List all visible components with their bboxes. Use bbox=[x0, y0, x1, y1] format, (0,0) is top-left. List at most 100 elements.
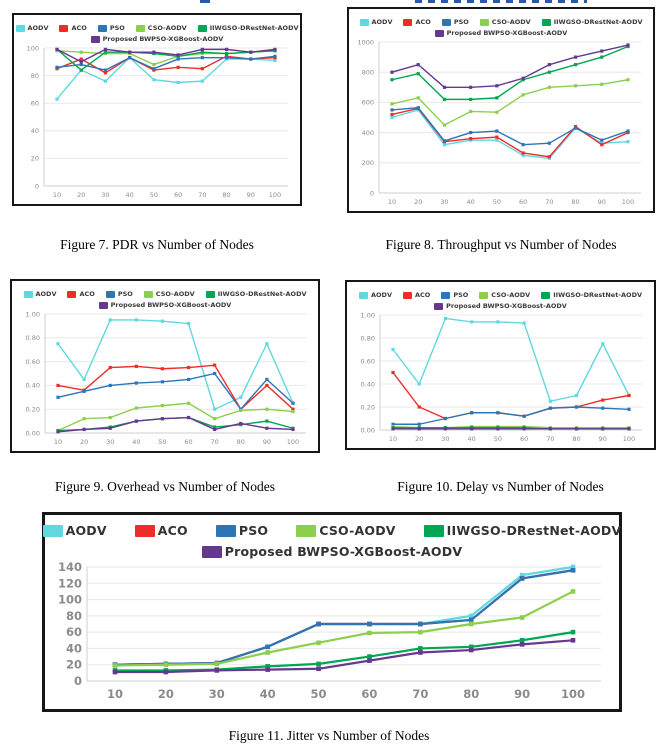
legend-swatch-icon bbox=[134, 524, 155, 537]
line-aodv bbox=[391, 109, 629, 159]
y-tick-label: 0 bbox=[35, 182, 39, 190]
marker-proposed-bwpso-xgboost-aodv bbox=[291, 427, 295, 432]
legend-label: IIWGSO-DRestNet-AODV bbox=[217, 290, 307, 298]
marker-aodv bbox=[82, 377, 86, 382]
marker-proposed-bwpso-xgboost-aodv bbox=[200, 47, 204, 51]
marker-iiwgso-drestnet-aodv bbox=[570, 629, 576, 635]
legend-item-aco: ACO bbox=[59, 24, 87, 32]
line-proposed-bwpso-xgboost-aodv bbox=[56, 48, 276, 63]
marker-cso-aodv bbox=[416, 96, 420, 100]
line-proposed-bwpso-xgboost-aodv bbox=[57, 416, 294, 433]
marker-proposed-bwpso-xgboost-aodv bbox=[522, 427, 526, 431]
legend-item-aodv: AODV bbox=[359, 291, 392, 299]
marker-cso-aodv bbox=[468, 621, 474, 627]
marker-pso bbox=[600, 138, 604, 142]
marker-aodv bbox=[239, 395, 243, 399]
legend-label: ACO bbox=[415, 18, 431, 26]
marker-aodv bbox=[443, 316, 448, 321]
legend-label: CSO-AODV bbox=[319, 523, 396, 538]
y-tick-label: 120 bbox=[58, 576, 82, 590]
marker-pso bbox=[128, 56, 132, 60]
legend-swatch-icon bbox=[97, 24, 107, 32]
y-tick-label: 60 bbox=[31, 99, 39, 107]
marker-proposed-bwpso-xgboost-aodv bbox=[548, 427, 552, 431]
x-tick-label: 70 bbox=[198, 191, 206, 199]
chart-plot-overhead: 0.00 0.20 0.40 0.60 0.80 1.00 10 20 30 40 50 60 70 80… bbox=[26, 310, 306, 446]
x-tick-label: 100 bbox=[269, 191, 281, 199]
marker-aco bbox=[56, 383, 60, 387]
marker-aco bbox=[495, 135, 499, 139]
y-tick-label: 400 bbox=[362, 129, 374, 137]
marker-proposed-bwpso-xgboost-aodv bbox=[391, 427, 395, 431]
marker-proposed-bwpso-xgboost-aodv bbox=[152, 50, 156, 54]
marker-proposed-bwpso-xgboost-aodv bbox=[128, 50, 132, 54]
marker-pso bbox=[390, 108, 394, 112]
marker-aodv bbox=[273, 58, 277, 63]
legend-swatch-icon bbox=[402, 291, 412, 299]
cropped-text-remnant bbox=[200, 0, 210, 3]
legend-swatch-icon bbox=[541, 18, 551, 26]
marker-cso-aodv bbox=[265, 407, 269, 411]
x-tick-label: 60 bbox=[520, 435, 528, 443]
legend-label: AODV bbox=[371, 18, 393, 26]
chart-legend: AODV ACO PSO CSO-AODV IIWGSO-DRestNet-AODV Pr… bbox=[42, 515, 621, 559]
legend-swatch-icon bbox=[42, 524, 63, 537]
chart-panel-delay: AODV ACO PSO CSO-AODV IIWGSO-DRestNet-AODV Pr… bbox=[345, 280, 656, 450]
legend-label: Proposed BWPSO-XGBoost-AODV bbox=[110, 301, 232, 309]
y-tick-label: 0 bbox=[74, 674, 82, 688]
x-tick-label: 10 bbox=[388, 198, 396, 206]
legend-item-pso: PSO bbox=[215, 523, 268, 538]
marker-iiwgso-drestnet-aodv bbox=[213, 425, 217, 429]
marker-cso-aodv bbox=[213, 417, 217, 421]
x-tick-label: 50 bbox=[150, 191, 158, 199]
marker-cso-aodv bbox=[163, 662, 169, 668]
marker-iiwgso-drestnet-aodv bbox=[265, 419, 269, 423]
legend-swatch-icon bbox=[67, 290, 77, 298]
legend-swatch-icon bbox=[215, 524, 236, 537]
legend-label: IIWGSO-DRestNet-AODV bbox=[553, 18, 643, 26]
marker-aodv bbox=[200, 79, 204, 83]
chart-plot-delay: 0.00 0.20 0.40 0.60 0.80 1.00 10 20 30 40 50 60 70 80… bbox=[361, 311, 642, 443]
y-tick-label: 60 bbox=[66, 625, 82, 639]
legend-label: ACO bbox=[79, 290, 95, 298]
legend-label: CSO-AODV bbox=[147, 24, 187, 32]
marker-cso-aodv bbox=[239, 408, 243, 412]
legend-label: ACO bbox=[414, 291, 431, 299]
marker-pso bbox=[547, 141, 551, 145]
marker-pso bbox=[573, 126, 578, 130]
y-tick-label: 1.00 bbox=[26, 310, 40, 318]
y-tick-label: 0.20 bbox=[26, 405, 40, 413]
marker-proposed-bwpso-xgboost-aodv bbox=[112, 669, 118, 675]
marker-iiwgso-drestnet-aodv bbox=[418, 646, 423, 651]
legend-item-cso-aodv: CSO-AODV bbox=[135, 24, 187, 32]
marker-proposed-bwpso-xgboost-aodv bbox=[79, 60, 83, 64]
chart-legend: AODV ACO PSO CSO-AODV IIWGSO-DRestNet-AODV Pr… bbox=[14, 15, 300, 43]
marker-aodv bbox=[391, 347, 395, 352]
legend-item-aco: ACO bbox=[402, 291, 431, 299]
line-aodv bbox=[57, 319, 294, 410]
legend-item-pso: PSO bbox=[97, 24, 125, 32]
marker-iiwgso-drestnet-aodv bbox=[600, 55, 604, 59]
marker-aodv bbox=[470, 320, 474, 324]
marker-pso bbox=[56, 395, 60, 399]
marker-pso bbox=[273, 54, 277, 58]
legend-label: AODV bbox=[65, 523, 107, 538]
line-pso bbox=[113, 569, 575, 666]
legend-item-cso-aodv: CSO-AODV bbox=[143, 290, 195, 298]
marker-aodv bbox=[522, 321, 526, 325]
marker-aco bbox=[186, 365, 191, 370]
figure-11-caption: Figure 11. Jitter vs Number of Nodes bbox=[228, 728, 430, 743]
legend-item-iiwgso-drestnet-aodv: IIWGSO-DRestNet-AODV bbox=[541, 291, 642, 299]
legend-item-iiwgso-drestnet-aodv: IIWGSO-DRestNet-AODV bbox=[197, 24, 299, 32]
y-tick-label: 0.80 bbox=[361, 334, 375, 342]
x-tick-label: 50 bbox=[493, 198, 501, 206]
marker-pso bbox=[470, 411, 474, 415]
marker-cso-aodv bbox=[291, 409, 295, 414]
chart-legend: AODV ACO PSO CSO-AODV IIWGSO-DRestNet-AODV Pr… bbox=[347, 282, 654, 310]
marker-cso-aodv bbox=[469, 109, 473, 114]
line-aco bbox=[113, 569, 575, 666]
legend-swatch-icon bbox=[15, 24, 25, 32]
x-tick-label: 50 bbox=[494, 435, 502, 443]
legend-item-iiwgso-drestnet-aodv: IIWGSO-DRestNet-AODV bbox=[541, 18, 643, 26]
legend-label: PSO bbox=[109, 24, 125, 32]
